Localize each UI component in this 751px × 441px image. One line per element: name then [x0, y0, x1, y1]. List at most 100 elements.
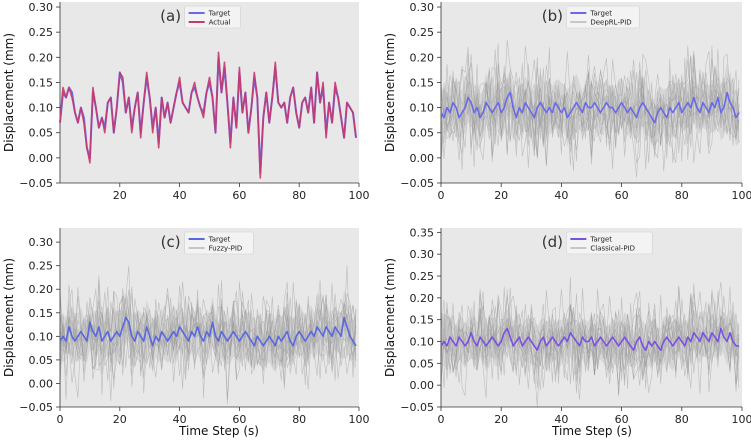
panel-c: −0.05 0.00 0.05 0.10 0.15 0.20 0.25 0.30 0 20 40 60… — [2, 228, 370, 426]
controller-trace-2 — [440, 47, 740, 178]
y-tick-label: −0.05 — [19, 401, 53, 414]
controller-trace-8 — [59, 292, 357, 386]
y-tick-label: −0.05 — [400, 177, 434, 190]
y-tick-label: 0.15 — [29, 307, 54, 320]
y-tick-label: 0.05 — [410, 357, 435, 370]
controller-trace-9 — [440, 296, 740, 400]
y-tick-label: 0.00 — [29, 152, 54, 165]
plot-area — [60, 2, 359, 183]
x-tick-label: 40 — [554, 413, 568, 426]
controller-trace-10 — [440, 53, 740, 163]
y-tick-label: 0.20 — [29, 283, 54, 296]
y-tick-label: 0.30 — [29, 236, 54, 249]
legend-entry: Target — [208, 236, 231, 244]
x-tick-label: 20 — [494, 189, 508, 202]
controller-trace-11 — [440, 46, 740, 158]
controller-trace-13 — [440, 276, 740, 408]
panel-d: −0.05 0.00 0.05 0.10 0.15 0.20 0.25 0.30 0.35 0 20… — [383, 226, 751, 426]
x-tick-label: 40 — [554, 189, 568, 202]
x-tick-label: 80 — [292, 189, 306, 202]
y-tick-label: 0.05 — [29, 354, 54, 367]
legend-entry: Target — [589, 10, 612, 18]
y-tick-label: 0.15 — [410, 76, 435, 89]
panel-b: −0.05 0.00 0.05 0.10 0.15 0.20 0.25 0.30 0 20 40 60… — [383, 1, 751, 202]
controller-trace-11 — [440, 286, 740, 386]
controller-trace-10 — [59, 290, 357, 381]
y-axis-label: Displacement (mm) — [2, 33, 16, 152]
legend-entry: Fuzzy-PID — [209, 245, 243, 253]
y-tick-label: 0.25 — [410, 26, 435, 39]
y-axis-label: Displacement (mm) — [383, 33, 397, 152]
x-tick-label: 60 — [615, 189, 629, 202]
y-tick-label: 0.25 — [410, 270, 435, 283]
x-tick-label: 0 — [438, 189, 445, 202]
legend-box — [566, 231, 653, 255]
controller-trace-7 — [440, 286, 740, 390]
x-tick-label: 60 — [615, 413, 629, 426]
controller-trace-12 — [440, 288, 740, 388]
y-tick-label: 0.15 — [29, 76, 54, 89]
plot-area — [441, 228, 742, 407]
controller-trace-8 — [440, 291, 740, 395]
controller-trace-1 — [59, 265, 357, 404]
x-tick-label: 0 — [438, 413, 445, 426]
x-tick-label: 80 — [292, 413, 306, 426]
y-tick-label: 0.10 — [410, 336, 435, 349]
controller-trace-1 — [440, 39, 740, 157]
y-tick-label: 0.25 — [29, 26, 54, 39]
x-tick-label: 40 — [173, 413, 187, 426]
controller-trace-2 — [440, 295, 740, 396]
y-tick-label: 0.20 — [29, 51, 54, 64]
y-tick-label: 0.00 — [29, 377, 54, 390]
x-tick-label: 100 — [349, 413, 370, 426]
controller-trace-4 — [440, 45, 740, 166]
controller-trace-6 — [59, 281, 357, 387]
y-tick-label: −0.05 — [400, 401, 434, 414]
controller-trace-5 — [59, 265, 357, 402]
legend-entry: Actual — [209, 19, 231, 27]
controller-trace-1 — [440, 286, 740, 393]
x-tick-label: 80 — [675, 189, 689, 202]
legend-entry: Target — [208, 10, 231, 18]
controller-trace-13 — [440, 45, 740, 167]
x-tick-label: 20 — [113, 413, 127, 426]
plot-area — [60, 228, 359, 407]
controller-band — [60, 289, 356, 374]
controller-trace-5 — [440, 287, 740, 385]
x-tick-label: 20 — [494, 413, 508, 426]
x-tick-label: 40 — [173, 189, 187, 202]
controller-trace-11 — [59, 297, 357, 399]
x-tick-label: 80 — [675, 413, 689, 426]
x-tick-label: 0 — [57, 413, 64, 426]
controller-band — [441, 306, 739, 376]
y-tick-label: 0.10 — [29, 330, 54, 343]
controller-trace-6 — [440, 43, 740, 172]
x-tick-label: 20 — [113, 189, 127, 202]
x-tick-label: 60 — [232, 413, 246, 426]
controller-trace-7 — [440, 57, 740, 166]
panel-letter: (a) — [160, 7, 181, 25]
y-tick-label: 0.35 — [410, 226, 435, 239]
y-tick-label: 0.10 — [29, 102, 54, 115]
controller-band — [441, 62, 739, 148]
y-tick-label: 0.10 — [410, 102, 435, 115]
controller-trace-10 — [440, 283, 740, 386]
y-tick-label: 0.20 — [410, 51, 435, 64]
panel-letter: (c) — [161, 233, 181, 251]
legend-entry: Target — [589, 236, 612, 244]
y-tick-label: 0.15 — [410, 314, 435, 327]
y-axis-label: Displacement (mm) — [383, 258, 397, 377]
controller-trace-13 — [59, 280, 357, 383]
controller-trace-14 — [59, 281, 357, 394]
panel-letter: (b) — [542, 7, 563, 25]
controller-trace-14 — [440, 293, 740, 392]
x-tick-label: 100 — [732, 189, 751, 202]
controller-trace-12 — [440, 58, 740, 172]
y-tick-label: 0.20 — [410, 292, 435, 305]
y-tick-label: 0.00 — [410, 379, 435, 392]
y-tick-label: 0.30 — [410, 1, 435, 14]
y-axis-label: Displacement (mm) — [2, 258, 16, 377]
plot-area — [441, 2, 742, 183]
target-series-line — [440, 91, 740, 124]
